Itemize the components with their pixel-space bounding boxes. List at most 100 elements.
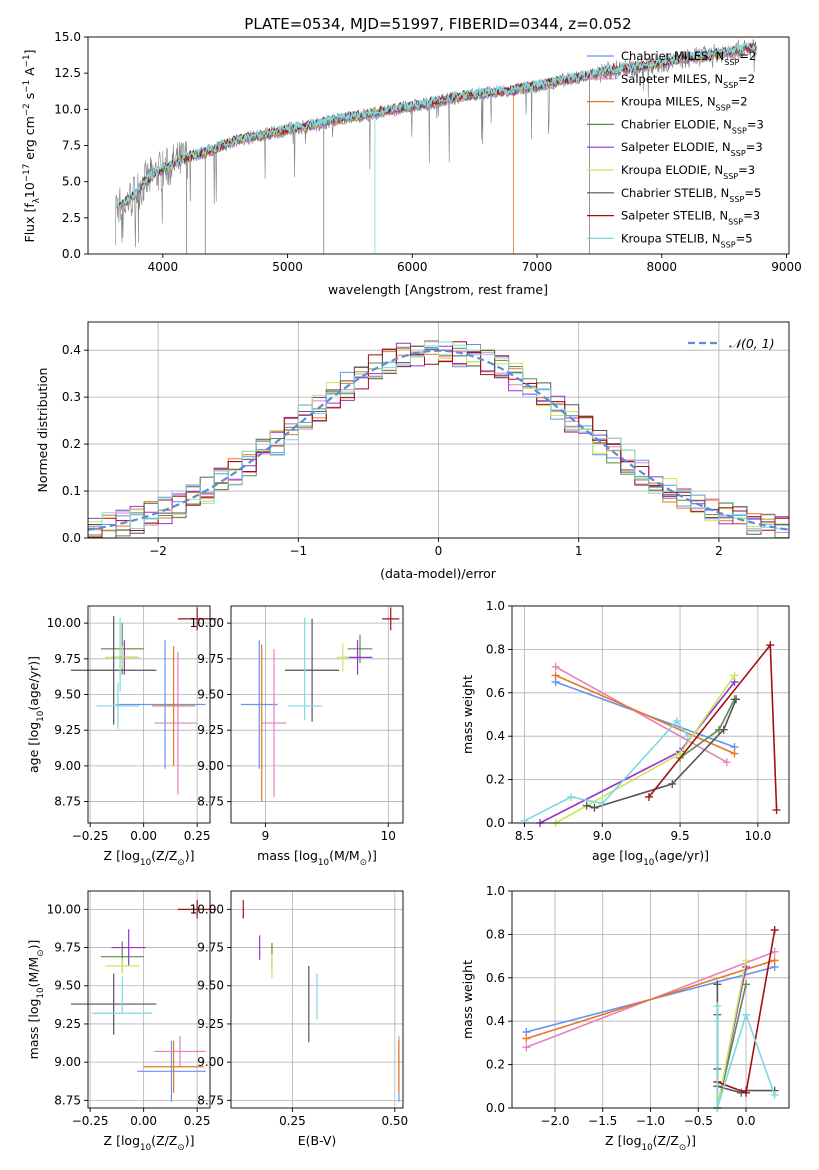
y-tick-label: 9.50: [197, 979, 224, 993]
residual-histogram-7: [88, 341, 789, 538]
legend-label: Kroupa MILES, NSSP=2: [621, 95, 748, 113]
y-tick-label: 9.75: [197, 652, 224, 666]
x-axis-label: Z [log10(Z/Z⊙)]: [104, 848, 195, 868]
y-axis-label: Flux [fλ10−17 erg cm−2 s−1 A−1]: [22, 50, 42, 243]
x-tick-label: −2: [149, 544, 167, 558]
y-tick-label: 0.2: [486, 773, 505, 787]
weight-marker: [551, 662, 560, 671]
x-tick-label: 0: [435, 544, 443, 558]
x-tick-label: 4000: [148, 260, 179, 274]
x-axis-label: E(B-V): [298, 1133, 337, 1148]
weight-marker: [742, 1010, 751, 1019]
y-tick-label: 10.00: [47, 616, 81, 630]
weight-marker: [719, 725, 728, 734]
weight-marker: [598, 799, 607, 808]
x-tick-label: 0.50: [381, 1114, 408, 1128]
y-tick-label: 9.50: [54, 979, 81, 993]
x-tick-label: −0.5: [684, 1114, 713, 1128]
x-tick-label: 9: [262, 829, 270, 843]
x-tick-label: 9000: [771, 260, 802, 274]
mass_vs_EBV-data: [242, 900, 400, 1102]
weight-marker: [713, 1002, 722, 1011]
y-tick-label: 2.5: [62, 211, 81, 225]
x-tick-label: −0.25: [72, 829, 109, 843]
weight-marker: [730, 749, 739, 758]
x-tick-label: 8.5: [515, 829, 534, 843]
weight-marker: [668, 779, 677, 788]
y-tick-label: 5.0: [62, 175, 81, 189]
legend-label: Salpeter MILES, NSSP=2: [621, 72, 755, 90]
y-tick-label: 9.00: [54, 1055, 81, 1069]
x-axis-label: Z [log10(Z/Z⊙)]: [605, 1133, 696, 1153]
x-tick-label: 0.00: [130, 829, 157, 843]
legend-label: Salpeter ELODIE, NSSP=3: [621, 140, 763, 158]
y-axis-label: mass [log10(M/M⊙)]: [26, 940, 46, 1060]
x-tick-label: 9.0: [593, 829, 612, 843]
y-tick-label: 0.2: [486, 1058, 505, 1072]
y-tick-label: 9.50: [54, 688, 81, 702]
mass_vs_EBV-frame: 0.25 0.50 8.75 9.00 9.25 9.50 9.75 10.00: [190, 890, 408, 1128]
y-tick-label: 0.4: [62, 343, 81, 357]
axes-frame: [230, 890, 404, 1109]
legend-label: Chabrier ELODIE, NSSP=3: [621, 117, 764, 135]
y-tick-label: 0.2: [62, 437, 81, 451]
y-tick-label: 0.6: [486, 971, 505, 985]
x-tick-label: −1.5: [588, 1114, 617, 1128]
y-tick-label: 0.4: [486, 1014, 505, 1028]
legend-label: Chabrier MILES, NSSP=2: [621, 49, 756, 67]
weight-marker: [770, 1090, 779, 1099]
y-tick-label: 9.25: [54, 723, 81, 737]
legend-label: Chabrier STELIB, NSSP=5: [621, 186, 761, 204]
x-tick-label: 2: [715, 544, 723, 558]
age_vs_mass-data: [240, 607, 400, 802]
y-tick-label: 9.75: [54, 652, 81, 666]
mass_weight_vs_age-frame: 8.5 9.0 9.5 10.0 0.0 0.2 0.4 0.6 0.8 1.0: [486, 599, 790, 843]
mass_weight_vs_Z-frame: −2.0 −1.5 −1.0 −0.5 0.0 0.0 0.2 0.4 0.6 0.8 1.0: [486, 884, 790, 1128]
x-tick-label: 9.5: [671, 829, 690, 843]
y-tick-label: 0.8: [486, 927, 505, 941]
spectrum-frame: 4000 5000 6000 7000 8000 9000 0.0 2.5 5.0 7.5 10.0…: [54, 30, 801, 274]
weight-marker: [730, 671, 739, 680]
weight-marker: [766, 641, 775, 650]
weight-marker: [772, 805, 781, 814]
weight-marker: [742, 1088, 751, 1097]
y-tick-label: 9.00: [197, 1055, 224, 1069]
y-tick-label: 9.75: [197, 941, 224, 955]
y-tick-label: 9.25: [197, 1017, 224, 1031]
y-tick-label: 8.75: [197, 1093, 224, 1107]
y-tick-label: 0.0: [486, 1101, 505, 1115]
x-tick-label: 7000: [522, 260, 553, 274]
weight-marker: [742, 980, 751, 989]
x-tick-label: 1: [575, 544, 583, 558]
y-tick-label: 9.75: [54, 941, 81, 955]
y-tick-label: 7.5: [62, 139, 81, 153]
y-tick-label: 9.25: [197, 723, 224, 737]
residuals-frame: −2 −1 0 1 2 0.0 0.1 0.2 0.3 0.4: [62, 321, 790, 558]
x-axis-label: wavelength [Angstrom, rest frame]: [328, 282, 548, 297]
x-tick-label: −0.25: [72, 1114, 109, 1128]
y-tick-label: 0.0: [486, 816, 505, 830]
weight-marker: [582, 801, 591, 810]
mass_vs_Z-data: [70, 900, 217, 1102]
x-tick-label: 8000: [646, 260, 677, 274]
x-tick-label: −2.0: [540, 1114, 569, 1128]
y-tick-label: 10.00: [47, 902, 81, 916]
y-axis-label: Normed distribution: [35, 368, 50, 493]
x-axis-label: age [log10(age/yr)]: [592, 848, 709, 868]
legend-label: Kroupa STELIB, NSSP=5: [621, 231, 753, 249]
y-tick-label: 15.0: [54, 30, 81, 44]
weight-line-2: [526, 959, 775, 1040]
x-tick-label: 0.00: [130, 1114, 157, 1128]
weight-marker: [770, 956, 779, 965]
y-tick-label: 10.0: [54, 102, 81, 116]
gaussian-curve: [87, 349, 790, 531]
age_vs_mass-frame: 9 10 8.75 9.00 9.25 9.50 9.75 10.00: [190, 605, 404, 843]
y-axis-label: mass weight: [460, 960, 475, 1039]
y-tick-label: 1.0: [486, 599, 505, 613]
x-tick-label: −1: [289, 544, 307, 558]
weight-marker: [522, 1034, 531, 1043]
weight-line-1: [555, 666, 728, 763]
axes-frame: [230, 605, 404, 824]
x-tick-label: −1.0: [636, 1114, 665, 1128]
